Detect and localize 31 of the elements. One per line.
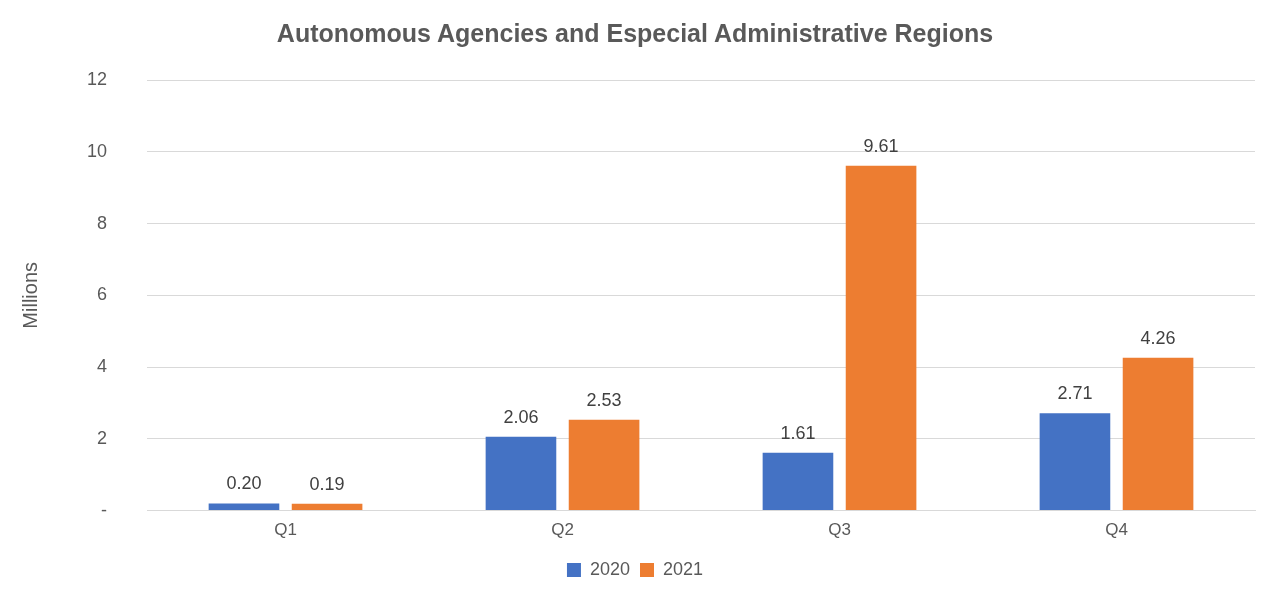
bar (762, 452, 834, 511)
data-label: 9.61 (863, 135, 899, 156)
bar (1122, 357, 1194, 511)
x-tick-label: Q3 (828, 520, 851, 540)
bar (1039, 413, 1111, 511)
bar (568, 419, 640, 511)
legend-label: 2020 (589, 558, 630, 579)
x-tick-label: Q4 (1105, 520, 1128, 540)
bar (208, 503, 280, 511)
data-label: 0.20 (226, 473, 262, 494)
chart-title: Autonomous Agencies and Especial Administrative Regions (276, 18, 994, 47)
y-tick-label: - (101, 499, 108, 520)
data-label: 1.61 (780, 422, 816, 443)
data-label: 4.26 (1140, 327, 1176, 348)
data-label: 2.53 (586, 389, 622, 410)
y-tick-label: 6 (97, 284, 108, 305)
bar (485, 436, 557, 511)
y-tick-label: 2 (97, 427, 108, 448)
legend-label: 2021 (663, 558, 704, 579)
y-tick-label: 8 (97, 212, 108, 233)
y-axis-title: Millions (18, 261, 41, 329)
x-tick-label: Q1 (274, 520, 297, 540)
y-tick-label: 12 (86, 68, 108, 89)
data-label: 2.06 (503, 406, 539, 427)
bar (291, 503, 363, 511)
bar (845, 165, 917, 511)
data-label: 0.19 (309, 473, 345, 494)
y-tick-label: 4 (97, 356, 108, 377)
y-tick-label: 10 (86, 140, 108, 161)
x-tick-label: Q2 (551, 520, 574, 540)
data-label: 2.71 (1057, 383, 1093, 404)
